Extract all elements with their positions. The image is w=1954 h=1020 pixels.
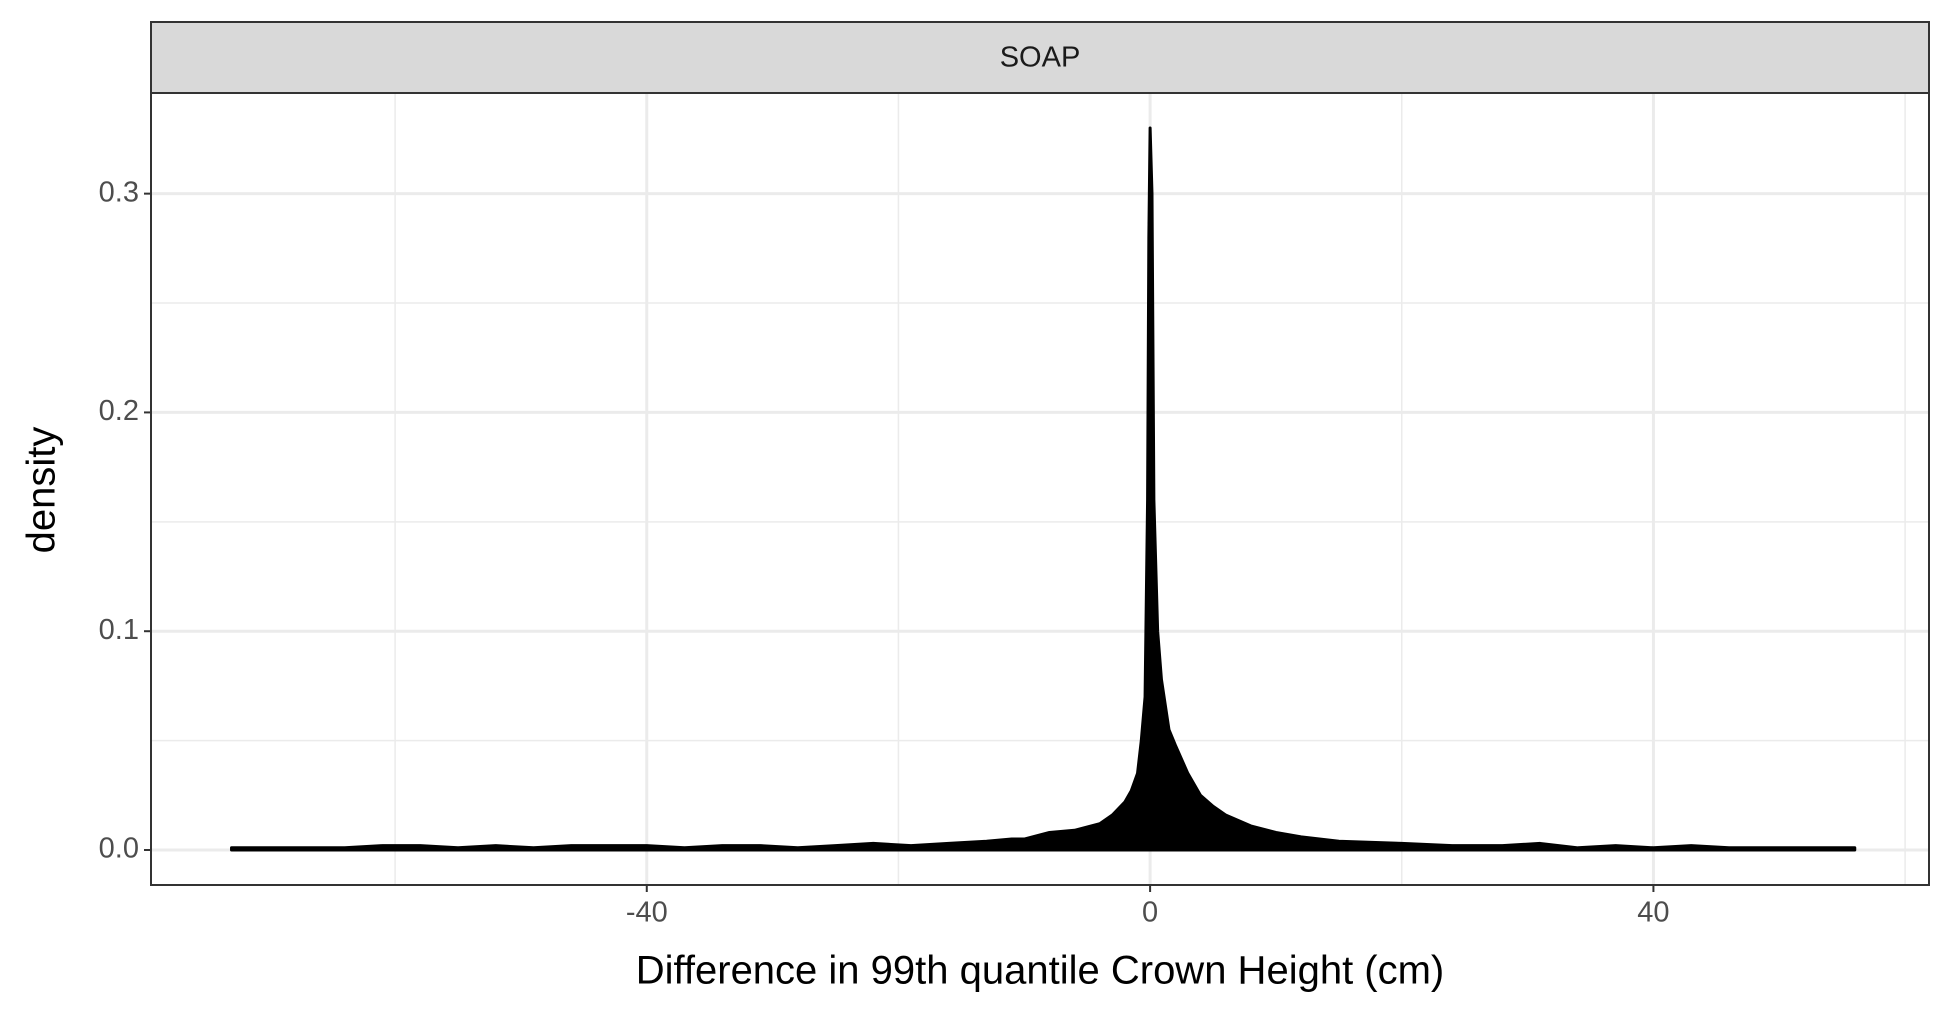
y-tick-label: 0.0 — [99, 833, 139, 865]
y-tick-label: 0.1 — [99, 614, 139, 646]
panel-border — [150, 92, 1930, 886]
y-axis-label: density — [20, 427, 64, 554]
y-tick-label: 0.2 — [99, 395, 139, 427]
x-axis-label: Difference in 99th quantile Crown Height… — [636, 949, 1445, 993]
x-tick-label: -40 — [626, 897, 668, 929]
x-tick-label: 40 — [1637, 897, 1669, 929]
facet-strip — [150, 21, 1930, 94]
density-area — [230, 126, 1857, 852]
x-tick-label: 0 — [1142, 897, 1158, 929]
y-tick-label: 0.3 — [99, 176, 139, 208]
strip-label: SOAP — [1000, 42, 1081, 74]
